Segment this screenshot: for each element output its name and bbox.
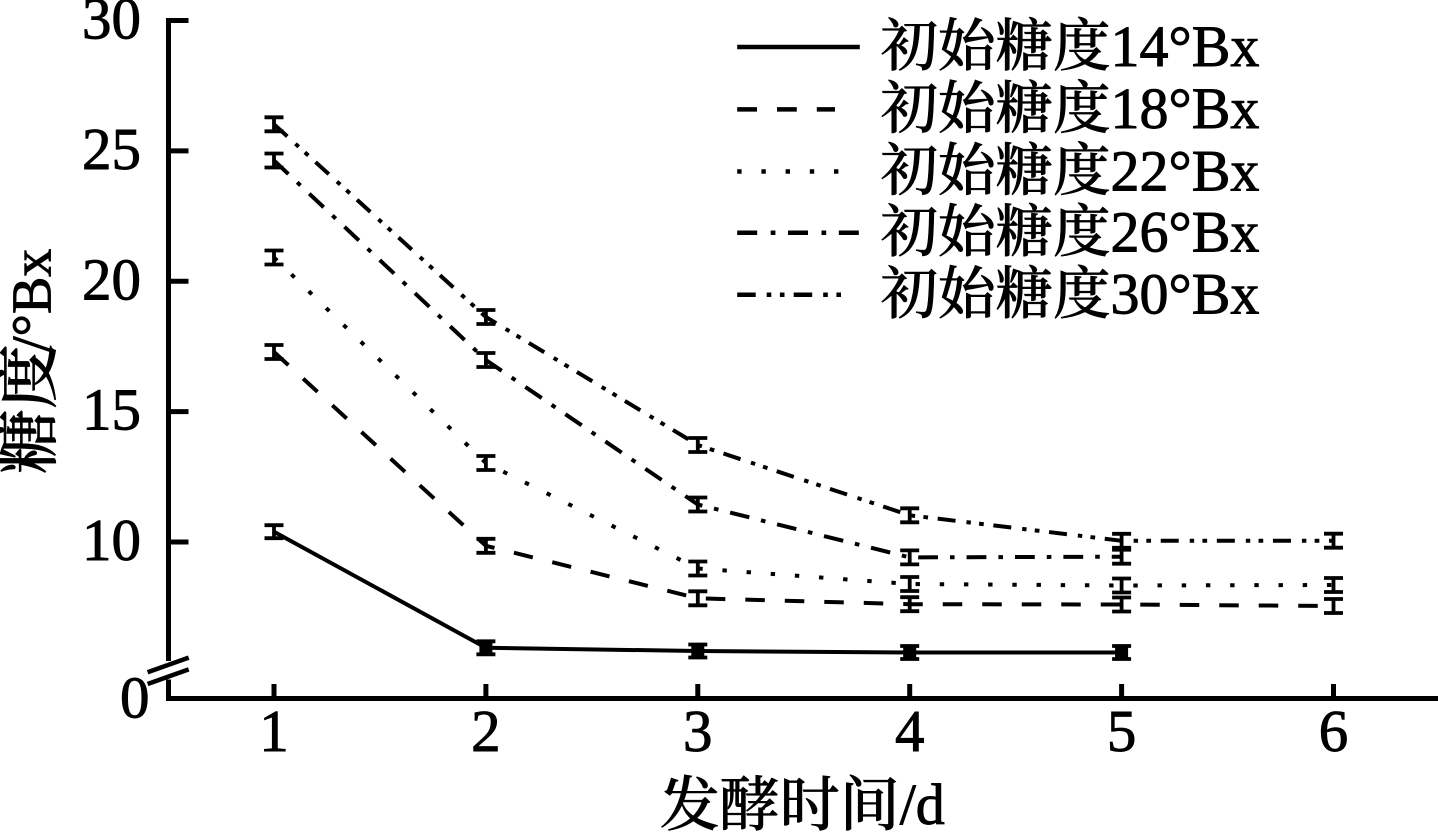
svg-text:3: 3	[683, 698, 713, 764]
svg-text:1: 1	[259, 698, 289, 764]
svg-text:18°Bx: 18°Bx	[1111, 76, 1260, 141]
svg-text:6: 6	[1319, 698, 1349, 764]
svg-text:/d: /d	[900, 772, 945, 832]
svg-text:4: 4	[895, 698, 925, 764]
svg-text:2: 2	[471, 698, 501, 764]
svg-text:0: 0	[120, 665, 150, 731]
svg-text:30°Bx: 30°Bx	[1111, 262, 1260, 327]
svg-text:25: 25	[82, 116, 141, 182]
svg-text:10: 10	[82, 507, 141, 573]
svg-text:22°Bx: 22°Bx	[1111, 138, 1260, 203]
svg-text:30: 30	[82, 0, 141, 52]
svg-text:15: 15	[82, 377, 141, 443]
svg-text:5: 5	[1107, 698, 1137, 764]
svg-text:20: 20	[82, 246, 141, 312]
svg-text:/°Bx: /°Bx	[2, 249, 64, 352]
svg-text:26°Bx: 26°Bx	[1111, 200, 1260, 265]
svg-text:14°Bx: 14°Bx	[1111, 14, 1260, 79]
